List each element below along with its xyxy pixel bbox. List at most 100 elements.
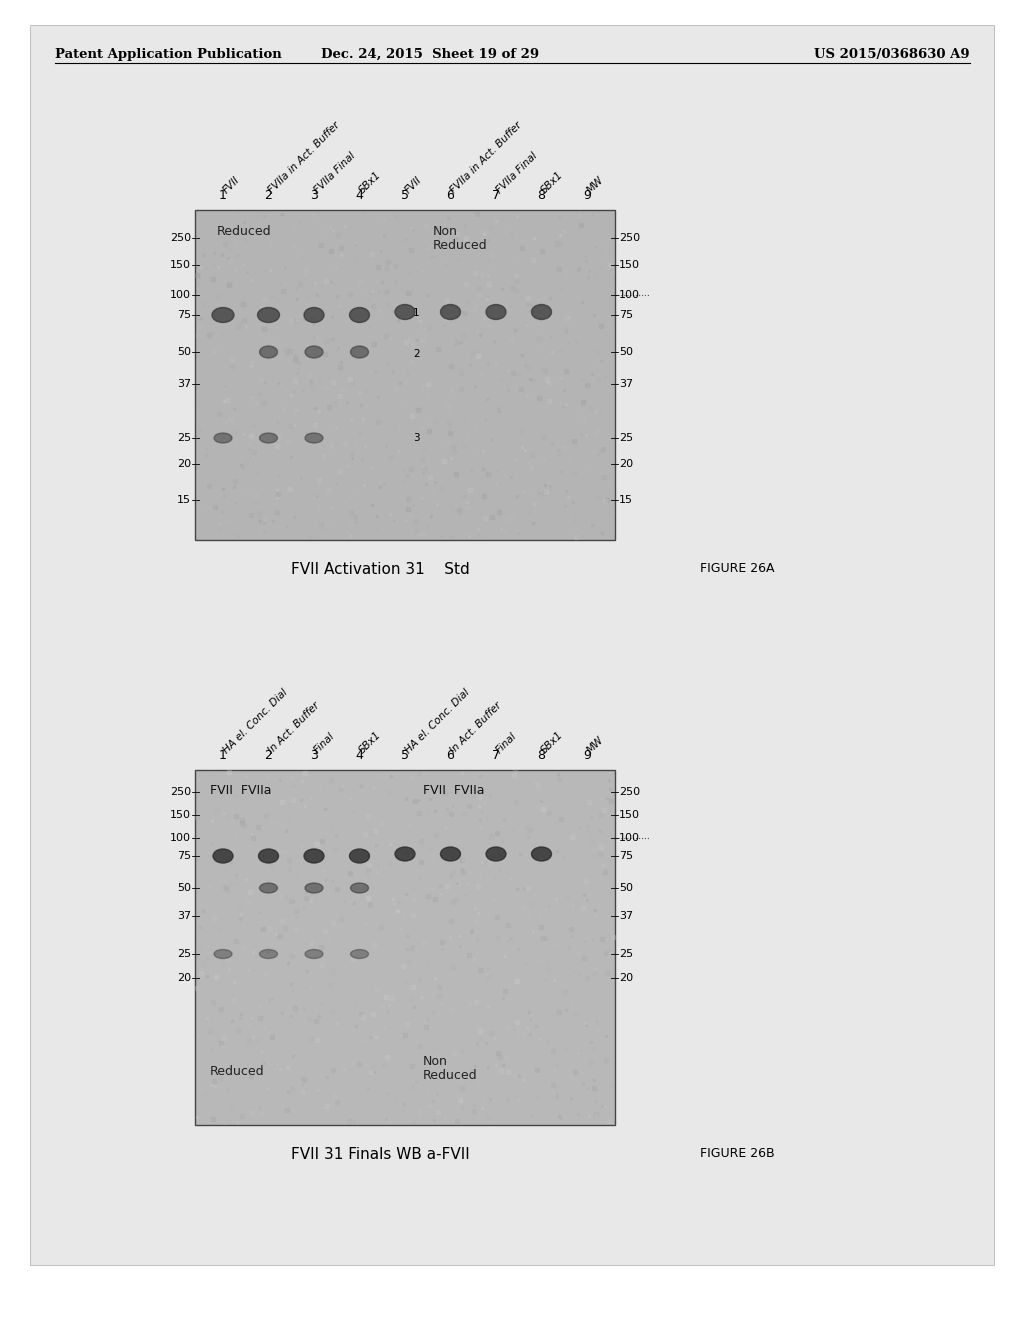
Text: 75: 75 (618, 310, 633, 319)
Text: 250: 250 (618, 234, 640, 243)
Text: FVIIa in Act. Buffer: FVIIa in Act. Buffer (449, 120, 524, 195)
Text: Patent Application Publication: Patent Application Publication (55, 48, 282, 61)
Text: 7: 7 (492, 748, 500, 762)
Text: 3: 3 (413, 433, 420, 444)
Text: 100: 100 (618, 290, 640, 300)
Text: 20: 20 (177, 459, 191, 469)
Text: FVIIa Final: FVIIa Final (494, 150, 539, 195)
Ellipse shape (305, 433, 323, 444)
Text: 100: 100 (170, 290, 191, 300)
Ellipse shape (440, 847, 461, 861)
Text: Final: Final (312, 730, 337, 755)
Text: FVIIa in Act. Buffer: FVIIa in Act. Buffer (266, 120, 342, 195)
Text: 8: 8 (538, 748, 546, 762)
Ellipse shape (259, 949, 278, 958)
Text: 3: 3 (310, 748, 317, 762)
Text: FVII Activation 31    Std: FVII Activation 31 Std (291, 562, 469, 577)
Ellipse shape (395, 305, 415, 319)
Ellipse shape (258, 849, 279, 863)
Ellipse shape (214, 433, 232, 444)
Text: Non
Reduced: Non Reduced (423, 1055, 477, 1082)
Text: 6: 6 (446, 189, 455, 202)
Text: 25: 25 (177, 433, 191, 444)
Ellipse shape (304, 308, 324, 322)
Text: Dec. 24, 2015  Sheet 19 of 29: Dec. 24, 2015 Sheet 19 of 29 (321, 48, 539, 61)
Text: 25: 25 (618, 433, 633, 444)
Text: US 2015/0368630 A9: US 2015/0368630 A9 (814, 48, 970, 61)
Text: 50: 50 (177, 347, 191, 356)
Text: 15: 15 (618, 495, 633, 506)
Ellipse shape (305, 346, 323, 358)
Text: 7: 7 (492, 189, 500, 202)
Ellipse shape (531, 305, 552, 319)
Text: 2: 2 (264, 748, 272, 762)
Text: 37: 37 (177, 911, 191, 921)
Text: 150: 150 (170, 810, 191, 820)
Text: 37: 37 (618, 911, 633, 921)
Ellipse shape (486, 305, 506, 319)
Text: In Act. Buffer: In Act. Buffer (449, 700, 504, 755)
Text: FVII  FVIIa: FVII FVIIa (210, 784, 271, 797)
Ellipse shape (305, 949, 323, 958)
Text: SBx1: SBx1 (357, 729, 383, 755)
Text: 150: 150 (618, 260, 640, 271)
Text: 5: 5 (401, 748, 409, 762)
Ellipse shape (531, 847, 552, 861)
Text: 75: 75 (618, 851, 633, 861)
Text: HA el. Conc. Dial: HA el. Conc. Dial (403, 686, 471, 755)
Ellipse shape (486, 847, 506, 861)
Text: 1: 1 (413, 308, 420, 318)
Text: 20: 20 (618, 973, 633, 983)
Text: 3: 3 (310, 189, 317, 202)
Text: 8: 8 (538, 189, 546, 202)
Text: 100: 100 (170, 833, 191, 843)
Text: 1: 1 (219, 189, 227, 202)
Bar (195, 210, 615, 540)
Text: FVII: FVII (221, 174, 242, 195)
Text: 4: 4 (355, 189, 364, 202)
Text: Reduced: Reduced (210, 1065, 264, 1078)
Text: 2: 2 (264, 189, 272, 202)
Text: 9: 9 (583, 189, 591, 202)
Text: SBx1: SBx1 (540, 729, 565, 755)
Text: 4: 4 (355, 748, 364, 762)
Text: 75: 75 (177, 851, 191, 861)
Text: MW: MW (585, 174, 605, 195)
Text: 150: 150 (618, 810, 640, 820)
Ellipse shape (395, 847, 415, 861)
Bar (195, 770, 615, 1125)
Text: 20: 20 (618, 459, 633, 469)
Ellipse shape (350, 346, 369, 358)
Text: FVII 31 Finals WB a-FVII: FVII 31 Finals WB a-FVII (291, 1147, 469, 1162)
Text: FVIIa Final: FVIIa Final (312, 150, 357, 195)
Text: 5: 5 (401, 189, 409, 202)
Ellipse shape (259, 346, 278, 358)
Ellipse shape (212, 308, 234, 322)
Text: 6: 6 (446, 748, 455, 762)
Text: Final: Final (494, 730, 518, 755)
Text: FVII: FVII (403, 174, 424, 195)
Text: Reduced: Reduced (217, 224, 271, 238)
Text: 15: 15 (177, 495, 191, 506)
Text: 20: 20 (177, 973, 191, 983)
Text: MW: MW (585, 734, 605, 755)
Text: 150: 150 (170, 260, 191, 271)
Ellipse shape (259, 883, 278, 894)
Text: 50: 50 (618, 347, 633, 356)
Ellipse shape (305, 883, 323, 894)
Ellipse shape (304, 849, 324, 863)
Text: 37: 37 (618, 379, 633, 389)
Ellipse shape (350, 883, 369, 894)
Text: 25: 25 (177, 949, 191, 960)
Ellipse shape (349, 849, 370, 863)
Text: FVII  FVIIa: FVII FVIIa (423, 784, 484, 797)
Text: 37: 37 (177, 379, 191, 389)
Text: 25: 25 (618, 949, 633, 960)
Ellipse shape (214, 949, 232, 958)
Text: 75: 75 (177, 310, 191, 319)
Text: HA el. Conc. Dial: HA el. Conc. Dial (221, 686, 289, 755)
Text: 250: 250 (618, 787, 640, 797)
Ellipse shape (213, 849, 233, 863)
Ellipse shape (349, 308, 370, 322)
Text: SBx1: SBx1 (540, 169, 565, 195)
